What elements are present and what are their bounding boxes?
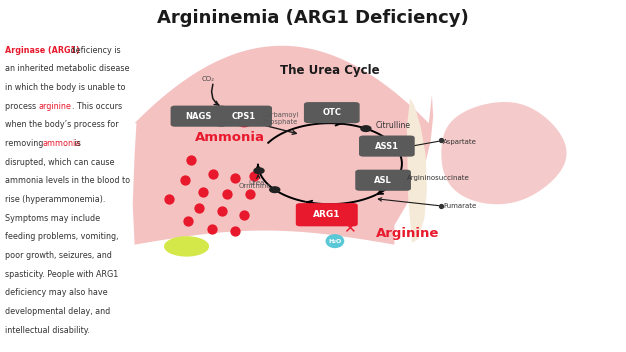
Text: spasticity. People with ARG1: spasticity. People with ARG1	[5, 270, 118, 279]
Point	[164, 196, 174, 202]
Text: Arginine: Arginine	[376, 227, 439, 240]
Circle shape	[254, 168, 264, 174]
Text: . This occurs: . This occurs	[72, 102, 122, 111]
Point	[436, 138, 446, 143]
Text: disrupted, which can cause: disrupted, which can cause	[5, 158, 115, 167]
Text: Ornithine: Ornithine	[239, 183, 272, 189]
Text: an inherited metabolic disease: an inherited metabolic disease	[5, 64, 130, 74]
Point	[183, 218, 193, 224]
Point	[239, 213, 249, 218]
Point	[245, 191, 255, 196]
Ellipse shape	[326, 234, 344, 248]
Text: Urea: Urea	[248, 180, 265, 186]
Text: is: is	[72, 139, 81, 148]
Text: ASL: ASL	[374, 176, 392, 185]
FancyBboxPatch shape	[356, 170, 411, 191]
Point	[207, 226, 217, 232]
Point	[222, 191, 232, 197]
Point	[436, 203, 446, 208]
Text: rise (hyperammonemia).: rise (hyperammonemia).	[5, 195, 105, 204]
Point	[401, 175, 411, 180]
Text: removing: removing	[5, 139, 46, 148]
Text: poor growth, seizures, and: poor growth, seizures, and	[5, 251, 112, 260]
Text: ARG1: ARG1	[313, 210, 341, 219]
Text: Argininemia (ARG1 Deficiency): Argininemia (ARG1 Deficiency)	[157, 9, 469, 27]
Polygon shape	[407, 99, 427, 243]
Point	[217, 208, 227, 214]
FancyBboxPatch shape	[304, 102, 359, 123]
Text: H₂O: H₂O	[328, 239, 342, 244]
Text: when the body’s process for: when the body’s process for	[5, 120, 119, 130]
FancyBboxPatch shape	[217, 106, 272, 127]
Text: deficiency is: deficiency is	[68, 46, 121, 55]
Point	[194, 205, 204, 210]
Text: ammonia: ammonia	[43, 139, 81, 148]
Text: NAGS: NAGS	[185, 112, 212, 121]
Point	[230, 228, 240, 233]
Text: ASS1: ASS1	[375, 142, 399, 151]
Text: arginine: arginine	[39, 102, 71, 111]
Point	[186, 157, 196, 163]
Text: Arginase (ARG1): Arginase (ARG1)	[5, 46, 80, 55]
Ellipse shape	[164, 236, 209, 257]
Polygon shape	[133, 46, 433, 245]
FancyBboxPatch shape	[359, 136, 414, 157]
Circle shape	[361, 126, 371, 131]
Text: The Urea Cycle: The Urea Cycle	[280, 64, 380, 77]
Text: Symptoms may include: Symptoms may include	[5, 214, 100, 223]
Text: in which the body is unable to: in which the body is unable to	[5, 83, 125, 92]
FancyBboxPatch shape	[296, 203, 358, 226]
Text: developmental delay, and: developmental delay, and	[5, 307, 110, 316]
Text: feeding problems, vomiting,: feeding problems, vomiting,	[5, 232, 118, 241]
Circle shape	[270, 187, 280, 193]
Text: process: process	[5, 102, 39, 111]
Polygon shape	[441, 102, 567, 204]
Text: Aspartate: Aspartate	[443, 138, 477, 145]
Text: CO₂: CO₂	[202, 76, 215, 82]
Circle shape	[238, 120, 250, 127]
Point	[230, 175, 240, 181]
Text: Argininosuccinate: Argininosuccinate	[407, 175, 470, 181]
Text: CPS1: CPS1	[232, 112, 256, 121]
Point	[249, 173, 259, 179]
Circle shape	[393, 175, 403, 180]
Point	[208, 171, 218, 177]
FancyBboxPatch shape	[170, 106, 227, 127]
Text: deficiency may also have: deficiency may also have	[5, 288, 108, 297]
Text: Ammonia: Ammonia	[195, 131, 265, 144]
Text: OTC: OTC	[322, 108, 341, 117]
Text: Carbamoyl
Phosphate: Carbamoyl Phosphate	[262, 112, 299, 125]
Text: Fumarate: Fumarate	[443, 203, 476, 209]
Text: Citrulline: Citrulline	[376, 121, 410, 130]
Text: ✕: ✕	[343, 221, 356, 235]
Text: ammonia levels in the blood to: ammonia levels in the blood to	[5, 176, 130, 186]
Text: intellectual disability.: intellectual disability.	[5, 326, 90, 335]
Point	[198, 189, 208, 195]
Point	[180, 177, 190, 182]
